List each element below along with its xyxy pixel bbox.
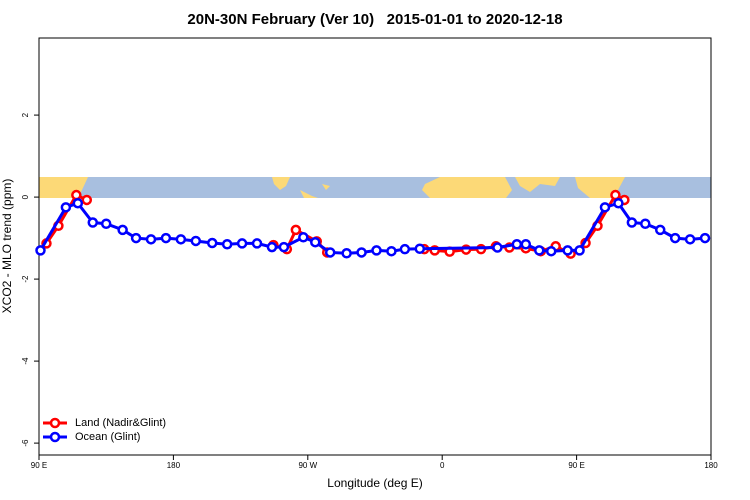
point bbox=[206, 237, 218, 249]
y-axis-label: XCO2 - MLO trend (ppm) bbox=[0, 179, 14, 314]
point bbox=[298, 232, 309, 243]
point bbox=[341, 248, 352, 259]
point bbox=[175, 234, 187, 245]
point bbox=[278, 241, 290, 253]
x-tick-label: 180 bbox=[167, 461, 181, 470]
point bbox=[511, 238, 523, 250]
legend-label: Ocean (Glint) bbox=[75, 431, 140, 443]
point bbox=[145, 234, 157, 245]
point bbox=[236, 238, 248, 249]
series-line bbox=[45, 193, 626, 256]
point bbox=[324, 247, 336, 258]
point bbox=[290, 224, 302, 236]
point bbox=[626, 217, 638, 228]
point bbox=[574, 245, 585, 256]
point bbox=[414, 243, 426, 255]
y-tick-label: -6 bbox=[21, 439, 30, 447]
point bbox=[266, 241, 278, 253]
y-tick-label: -4 bbox=[21, 357, 30, 365]
point bbox=[100, 218, 112, 229]
point bbox=[81, 194, 93, 206]
y-tick-label: -2 bbox=[21, 275, 30, 283]
point bbox=[492, 242, 503, 253]
point bbox=[190, 235, 202, 247]
point bbox=[699, 232, 711, 244]
point bbox=[562, 245, 573, 256]
x-tick-label: 90 W bbox=[298, 461, 317, 470]
point bbox=[130, 232, 142, 244]
point bbox=[684, 234, 696, 245]
x-axis-label: Longitude (deg E) bbox=[327, 476, 422, 490]
y-tick-label: 2 bbox=[21, 112, 30, 117]
point bbox=[251, 238, 263, 249]
legend-label: Land (Nadir&Glint) bbox=[75, 417, 166, 429]
point bbox=[520, 238, 532, 250]
point bbox=[386, 245, 397, 257]
point bbox=[654, 224, 666, 236]
point bbox=[599, 202, 611, 213]
legend-marker bbox=[49, 431, 61, 443]
chart-title: 20N-30N February (Ver 10) 2015-01-01 to … bbox=[187, 11, 562, 28]
point bbox=[60, 202, 72, 213]
point bbox=[613, 197, 624, 209]
point bbox=[310, 236, 321, 248]
legend-marker bbox=[49, 417, 61, 429]
point bbox=[71, 189, 82, 201]
point bbox=[72, 197, 84, 209]
point bbox=[117, 224, 128, 236]
legend: Land (Nadir&Glint) Ocean (Glint) bbox=[43, 417, 166, 443]
point bbox=[610, 189, 621, 201]
point bbox=[356, 247, 367, 258]
point bbox=[87, 217, 99, 228]
x-tick-label: 0 bbox=[440, 461, 445, 470]
y-tick-label: 0 bbox=[21, 194, 30, 199]
point bbox=[371, 245, 382, 256]
point bbox=[399, 243, 411, 255]
x-tick-label: 90 E bbox=[568, 461, 584, 470]
point bbox=[545, 245, 557, 257]
point bbox=[534, 245, 545, 256]
point bbox=[160, 232, 172, 244]
point bbox=[221, 238, 233, 250]
x-tick-label: 90 E bbox=[31, 461, 47, 470]
point bbox=[640, 218, 651, 229]
x-tick-label: 180 bbox=[704, 461, 718, 470]
point bbox=[669, 232, 681, 244]
point bbox=[35, 245, 46, 256]
